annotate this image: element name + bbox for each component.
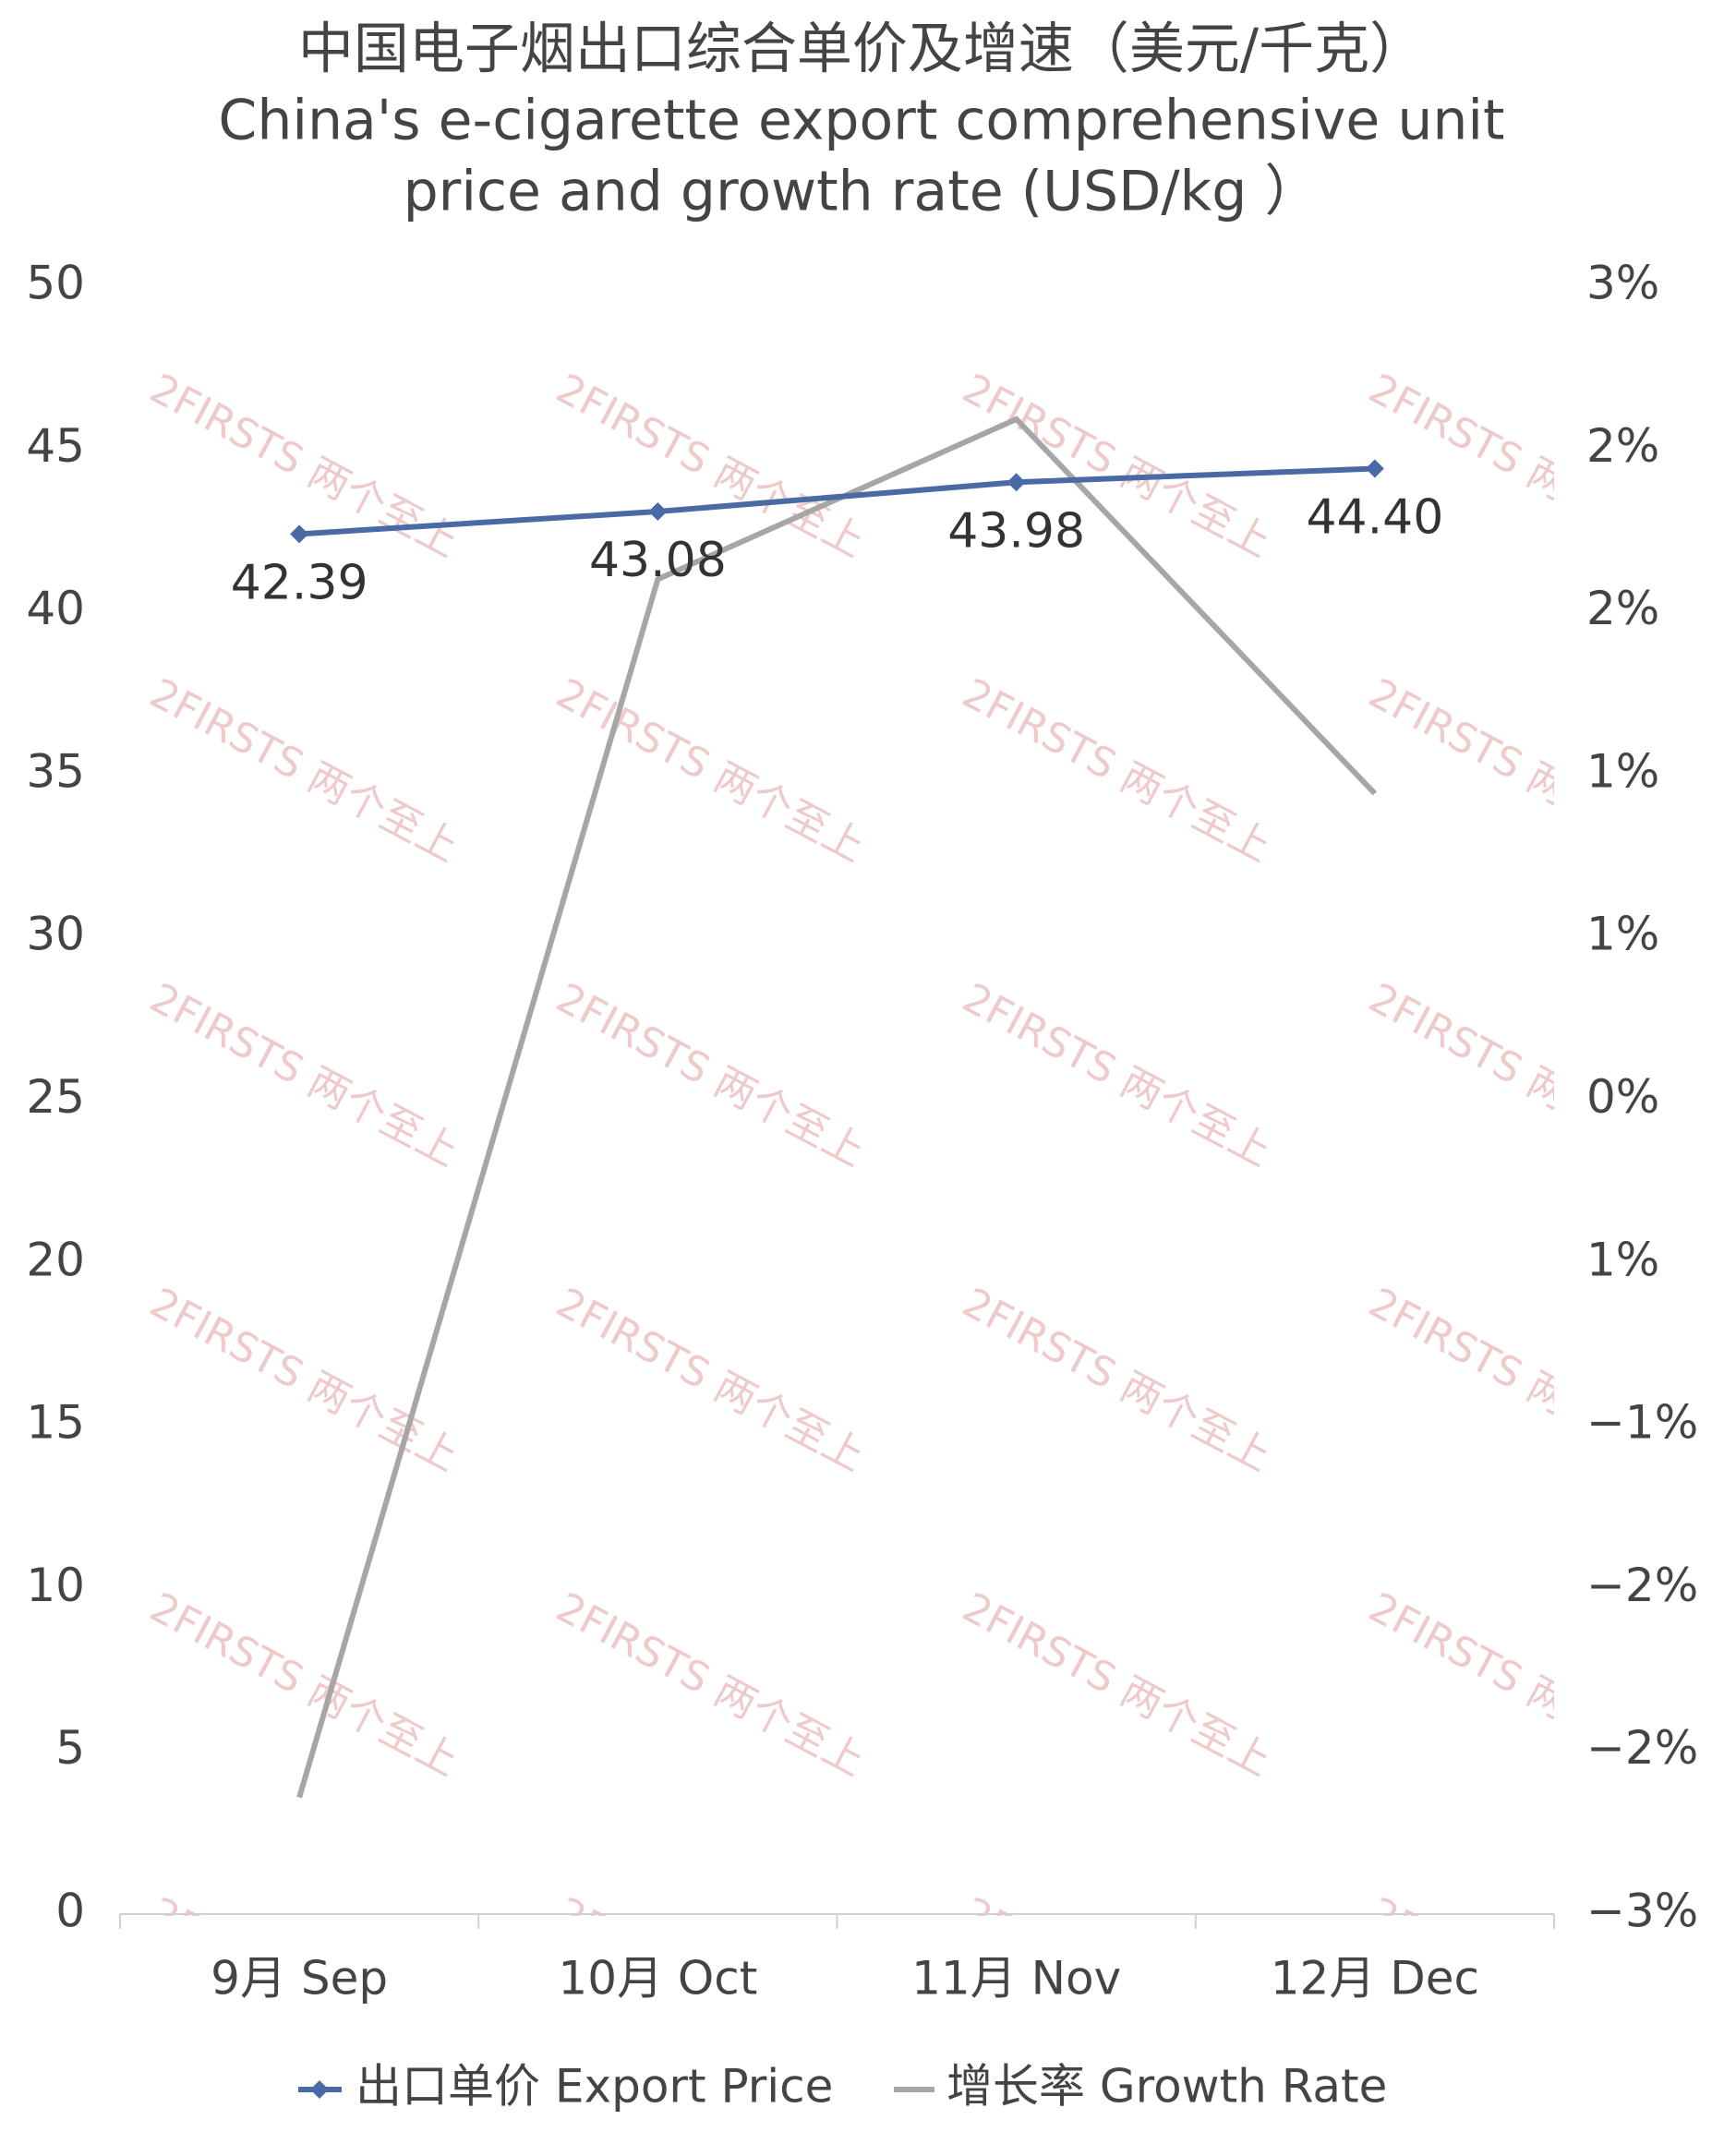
y-tick-label: 20: [26, 1233, 85, 1286]
y-tick-label: 15: [26, 1396, 85, 1450]
watermark: 2FIRSTS 两个至上: [142, 1584, 465, 1786]
data-label: 44.40: [1306, 489, 1443, 545]
marker: [1365, 459, 1384, 478]
y2-tick-label: 1%: [1586, 908, 1659, 961]
series-line: [298, 465, 1375, 537]
marker: [1007, 473, 1026, 492]
legend-marker: [310, 2080, 329, 2099]
y-tick-label: 35: [26, 744, 85, 798]
watermark: 2FIRSTS 两个至上: [142, 669, 465, 872]
chart-title: 中国电子烟出口综合单价及增速（美元/千克）: [298, 18, 1425, 82]
y-tick-label: 5: [55, 1721, 85, 1775]
y2-tick-label: 1%: [1586, 744, 1659, 798]
x-tick-label: 12月 Dec: [1271, 1952, 1479, 2005]
watermark: 2FIRSTS 两个至上: [955, 974, 1278, 1176]
data-label: 43.98: [947, 503, 1085, 559]
data-label: 42.39: [231, 555, 368, 610]
y2-tick-label: −1%: [1586, 1396, 1698, 1450]
y2-tick-label: 2%: [1586, 419, 1659, 473]
watermark: 2FIRSTS 两个至上: [549, 669, 872, 872]
watermark: 2FIRSTS 两个至上: [549, 1584, 872, 1786]
y-tick-label: 45: [26, 419, 85, 473]
y-tick-label: 30: [26, 908, 85, 961]
x-tick-label: 9月 Sep: [211, 1952, 388, 2005]
y2-tick-label: −2%: [1586, 1559, 1698, 1612]
x-tick-label: 10月 Oct: [558, 1952, 757, 2005]
legend-label: 增长率 Growth Rate: [946, 2060, 1387, 2114]
marker: [648, 501, 668, 521]
y2-tick-label: −3%: [1586, 1885, 1698, 1938]
data-label: 43.08: [589, 533, 727, 588]
watermark: 2FIRSTS 两个至上: [549, 1279, 872, 1481]
y2-tick-label: 2%: [1586, 582, 1659, 635]
chart-subtitle: China's e-cigarette export comprehensive…: [218, 89, 1504, 153]
y2-tick-label: 1%: [1586, 1233, 1659, 1286]
y2-tick-label: 0%: [1586, 1070, 1659, 1124]
y-tick-label: 10: [26, 1559, 85, 1612]
y2-tick-label: −2%: [1586, 1721, 1698, 1775]
y-tick-label: 50: [26, 257, 85, 310]
watermark: 2FIRSTS 两个至上: [955, 1279, 1278, 1481]
chart-subtitle: price and growth rate (USD/kg ）: [404, 160, 1320, 224]
watermark: 2FIRSTS 两个至上: [142, 1279, 465, 1481]
watermark: 2FIRSTS 两个至上: [955, 669, 1278, 872]
y-tick-label: 0: [55, 1885, 85, 1938]
marker: [290, 524, 309, 544]
y2-tick-label: 3%: [1586, 257, 1659, 310]
y-tick-label: 25: [26, 1070, 85, 1124]
watermark: 2FIRSTS 两个至上: [955, 1584, 1278, 1786]
legend-label: 出口单价 Export Price: [356, 2060, 833, 2114]
watermark-layer: 2FIRSTS 两个至上 2FIRSTS 两个至上 2FIRSTS 两个至上 2FIR…: [142, 365, 1684, 1916]
watermark: 2FIRSTS 两个至上: [549, 974, 872, 1176]
y-tick-label: 40: [26, 582, 85, 635]
x-tick-label: 11月 Nov: [911, 1952, 1121, 2005]
watermark: 2FIRSTS 两个至上: [142, 974, 465, 1176]
watermark: 2FIRSTS 两个至上: [1361, 1279, 1684, 1481]
